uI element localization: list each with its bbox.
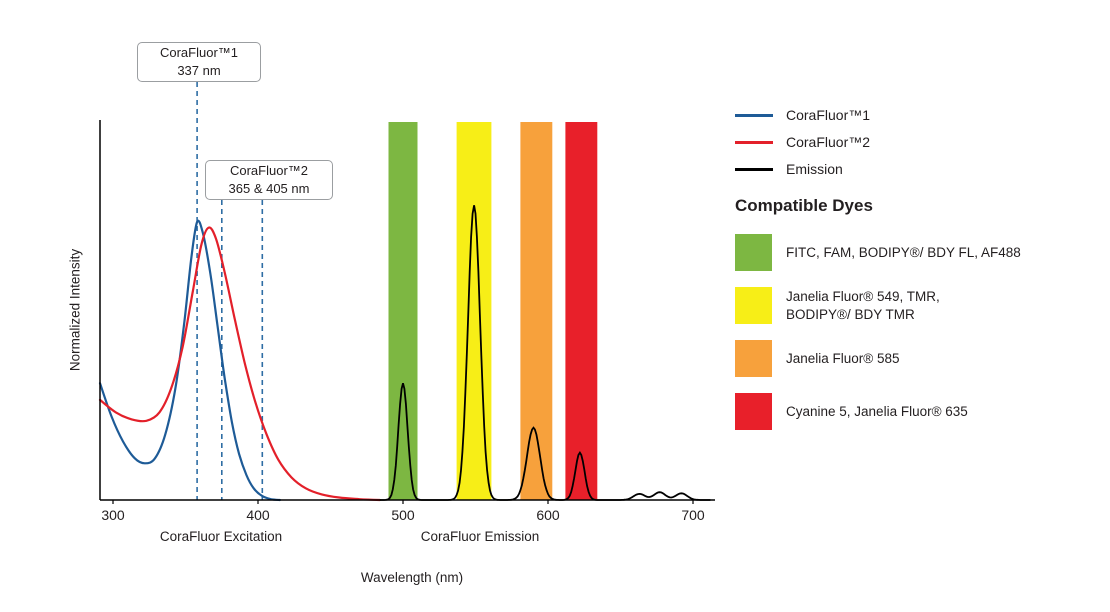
dye-label: Janelia Fluor® 549, TMR, BODIPY®/ BDY TM… (786, 288, 940, 324)
y-axis-title: Normalized Intensity (67, 248, 83, 372)
legend-line-swatch (735, 140, 773, 144)
dye-label-line: FITC, FAM, BODIPY®/ BDY FL, AF488 (786, 244, 1021, 260)
excitation-curve-0 (98, 219, 281, 502)
legend-label: Emission (786, 161, 843, 177)
x-tick-label: 700 (681, 507, 705, 523)
dye-bands (388, 122, 598, 500)
x-tick-labels: 300 400 500 600 700 (101, 500, 705, 523)
dye-label: Cyanine 5, Janelia Fluor® 635 (786, 403, 968, 421)
dye-row-green: FITC, FAM, BODIPY®/ BDY FL, AF488 (735, 234, 1105, 271)
callout-corafluor2-365-405nm: CoraFluor™2 365 & 405 nm (205, 160, 333, 200)
callout-corafluor1-337nm: CoraFluor™1 337 nm (137, 42, 261, 82)
orange-band (520, 122, 553, 500)
dye-row-red: Cyanine 5, Janelia Fluor® 635 (735, 393, 1105, 430)
dye-color-swatch (735, 234, 772, 271)
callout-title: CoraFluor™2 (229, 163, 309, 178)
dye-label-line: BODIPY®/ BDY TMR (786, 306, 915, 322)
x-tick-label: 400 (246, 507, 270, 523)
axes (99, 120, 715, 501)
callout-value: 337 nm (177, 63, 221, 78)
dye-color-swatch (735, 287, 772, 324)
green-band (388, 122, 418, 500)
legend-label: CoraFluor™1 (786, 107, 871, 123)
dye-label-line: Janelia Fluor® 549, TMR, (786, 288, 940, 304)
x-tick-label: 600 (536, 507, 560, 523)
red-band (565, 122, 598, 500)
dye-row-orange: Janelia Fluor® 585 (735, 340, 1105, 377)
legend-line-swatch (735, 113, 773, 117)
dye-color-swatch (735, 393, 772, 430)
spectra-plot: 300 400 500 600 700 (98, 82, 715, 523)
compatible-dyes-heading: Compatible Dyes (735, 196, 873, 215)
legend-item-corafluor1: CoraFluor™1 (735, 104, 1105, 126)
x-tick-label: 300 (101, 507, 125, 523)
dye-color-swatch (735, 340, 772, 377)
legend-line-swatch (735, 167, 773, 171)
callout-title: CoraFluor™1 (159, 45, 239, 60)
x-section-label-emission: CoraFluor Emission (420, 529, 540, 544)
dye-label: Janelia Fluor® 585 (786, 350, 900, 368)
yellow-band (456, 122, 492, 500)
legend: CoraFluor™1 CoraFluor™2 Emission Compati… (735, 104, 1105, 446)
legend-item-corafluor2: CoraFluor™2 (735, 131, 1105, 153)
excitation-curve-1 (98, 226, 381, 502)
legend-item-emission: Emission (735, 158, 1105, 180)
dye-label-line: Janelia Fluor® 585 (786, 350, 900, 366)
dye-row-yellow: Janelia Fluor® 549, TMR, BODIPY®/ BDY TM… (735, 287, 1105, 324)
x-section-label-excitation: CoraFluor Excitation (159, 529, 283, 544)
excitation-marker-lines (196, 82, 264, 500)
x-axis-title: Wavelength (nm) (360, 570, 464, 585)
callout-value: 365 & 405 nm (228, 181, 310, 196)
dye-label-line: Cyanine 5, Janelia Fluor® 635 (786, 403, 968, 419)
legend-label: CoraFluor™2 (786, 134, 871, 150)
x-tick-label: 500 (391, 507, 415, 523)
dye-label: FITC, FAM, BODIPY®/ BDY FL, AF488 (786, 244, 1021, 262)
